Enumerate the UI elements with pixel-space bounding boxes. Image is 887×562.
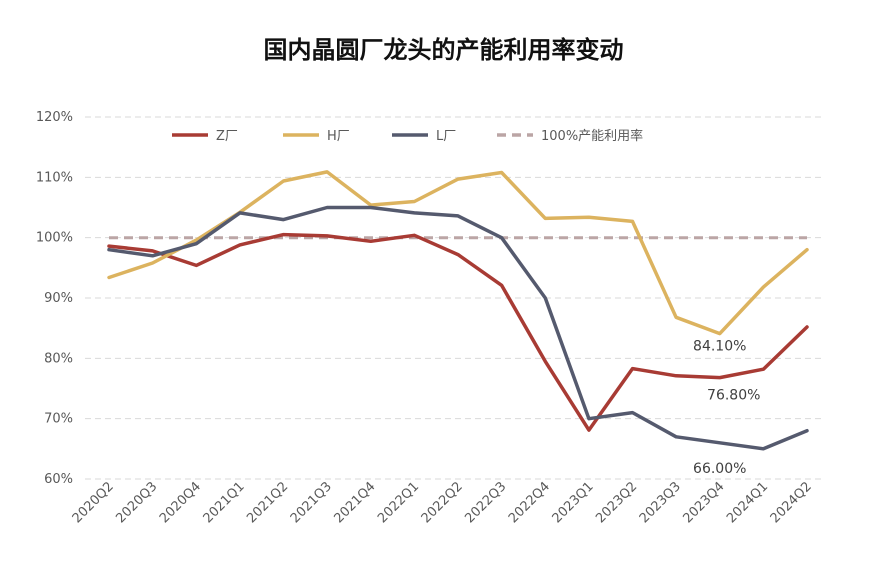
x-tick-label: 2022Q1 <box>375 479 422 526</box>
data-label: 66.00% <box>693 461 746 477</box>
series-lines <box>107 170 809 451</box>
chart-title: 国内晶圆厂龙头的产能利用率变动 <box>263 35 624 64</box>
y-axis-ticks: 60% 70% 80% 90% 100% 110% 120% <box>36 110 73 487</box>
data-label: 76.80% <box>707 388 760 404</box>
data-labels: 84.10% 76.80% 66.00% <box>693 339 760 477</box>
x-tick-label: 2022Q4 <box>506 479 553 526</box>
x-tick-label: 2022Q3 <box>462 479 509 526</box>
gridlines <box>85 116 823 480</box>
y-tick-label: 110% <box>36 170 73 185</box>
x-tick-label: 2023Q2 <box>593 479 640 526</box>
x-tick-label: 2020Q3 <box>113 479 160 526</box>
series-line-L厂 <box>107 205 809 451</box>
legend-label: 100%产能利用率 <box>541 128 643 144</box>
x-tick-label: 2021Q4 <box>331 479 378 526</box>
y-tick-label: 60% <box>44 472 73 487</box>
x-tick-label: 2023Q1 <box>550 479 597 526</box>
x-axis-ticks: 2020Q22020Q32020Q42021Q12021Q22021Q32021… <box>70 479 815 526</box>
y-tick-label: 100% <box>36 231 73 246</box>
y-tick-label: 90% <box>44 291 73 306</box>
x-tick-label: 2024Q2 <box>768 479 815 526</box>
data-label: 84.10% <box>693 339 746 355</box>
x-tick-label: 2021Q2 <box>244 479 291 526</box>
x-tick-label: 2023Q3 <box>637 479 684 526</box>
series-line-Z厂 <box>107 232 809 432</box>
x-tick-label: 2021Q1 <box>201 479 248 526</box>
x-tick-label: 2020Q2 <box>70 479 117 526</box>
legend: Z厂 H厂 L厂 100%产能利用率 <box>172 128 643 144</box>
y-tick-label: 80% <box>44 351 73 366</box>
x-tick-label: 2022Q2 <box>419 479 466 526</box>
y-tick-label: 120% <box>36 110 73 125</box>
x-tick-label: 2024Q1 <box>724 479 771 526</box>
legend-label: L厂 <box>436 129 456 144</box>
x-tick-label: 2021Q3 <box>288 479 335 526</box>
y-tick-label: 70% <box>44 412 73 427</box>
legend-label: H厂 <box>327 129 350 144</box>
x-tick-label: 2023Q4 <box>680 479 727 526</box>
legend-label: Z厂 <box>216 129 238 144</box>
x-tick-label: 2020Q4 <box>157 479 204 526</box>
